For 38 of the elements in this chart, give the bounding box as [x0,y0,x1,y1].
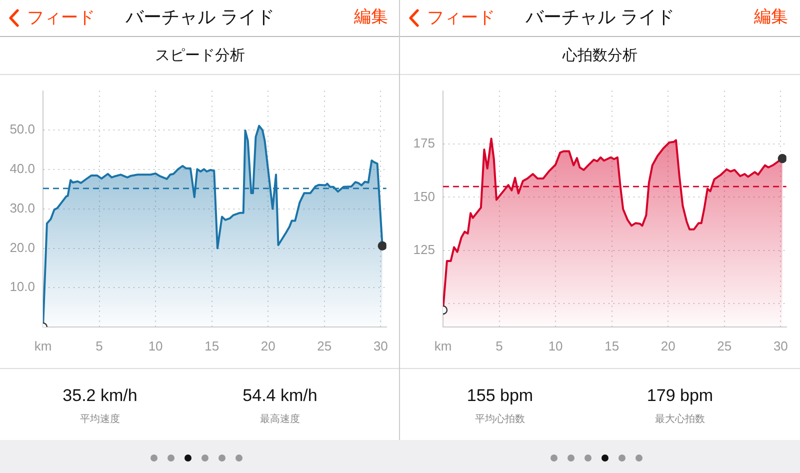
text: 平均速度 [79,412,121,426]
text: 編集 [754,6,788,28]
text: フィード [427,7,495,29]
y-tick-label: 125 [413,242,435,257]
chart-title: 心拍数分析 [561,46,638,65]
text: 平均心拍数 [474,412,526,426]
x-tick-label: km [34,338,52,354]
y-tick-label: 10.0 [10,279,35,294]
x-tick-label: 30 [373,338,388,354]
text: 最高速度 [259,412,301,426]
text: バーチャル ライド [125,7,274,27]
x-tick-label: 25 [717,338,732,354]
text: 編集 [354,6,388,28]
text: バーチャル ライド [525,7,674,27]
text: 35.2 km/h [62,386,138,406]
y-tick-label: 175 [413,136,435,151]
text: 最大心拍数 [654,412,706,426]
x-tick-label: 15 [204,338,220,354]
x-tick-label: 25 [317,338,332,354]
x-tick-label: 30 [773,338,788,354]
x-tick-label: 10 [548,338,563,354]
text: 179 bpm [646,386,714,406]
x-tick-label: 20 [660,338,676,354]
x-tick-label: 15 [604,338,620,354]
y-tick-label: 50.0 [10,122,35,137]
y-tick-label: 150 [413,188,435,204]
y-tick-label: 30.0 [10,200,35,216]
text: 54.4 km/h [242,386,318,406]
text: フィード [27,7,95,29]
chart-title: スピード分析 [154,46,246,65]
x-tick-label: km [434,338,452,354]
y-tick-label: 40.0 [10,161,35,176]
text: 155 bpm [466,386,534,406]
y-tick-label: 20.0 [10,240,35,255]
x-tick-label: 5 [96,338,103,354]
x-tick-label: 5 [496,338,503,354]
x-tick-label: 10 [148,338,163,354]
x-tick-label: 20 [260,338,276,354]
